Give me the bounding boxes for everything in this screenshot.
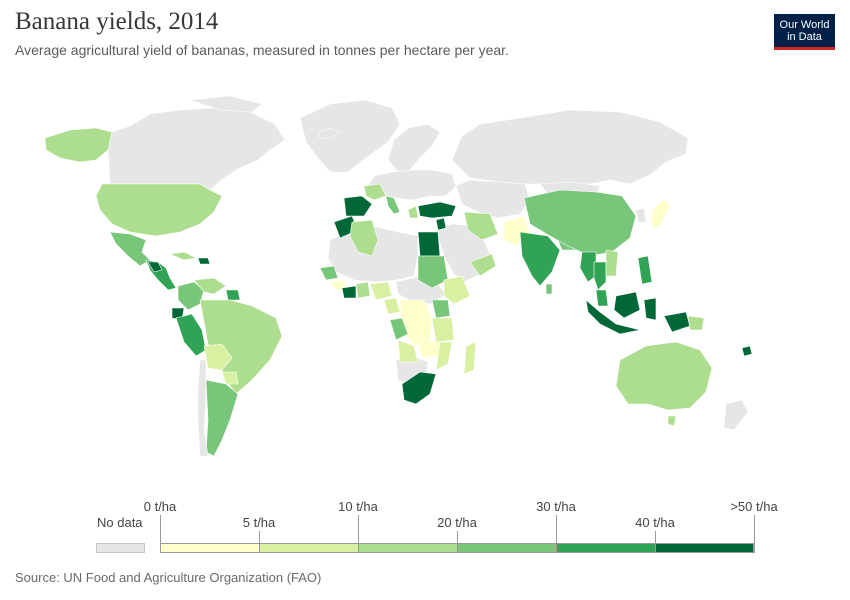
ghana-togo[interactable] (355, 281, 371, 299)
honduras-guatemala[interactable] (147, 261, 163, 273)
bolivia[interactable] (203, 343, 233, 371)
turkey-cyprus[interactable] (417, 201, 457, 219)
oman-yemen[interactable] (469, 253, 497, 277)
australia[interactable] (615, 341, 713, 411)
legend-bin-1[interactable] (160, 543, 259, 553)
legend-tick-label: 40 t/ha (635, 515, 675, 530)
italy[interactable] (385, 195, 401, 215)
legend-tick-line (655, 531, 656, 553)
legend-tick-label: 10 t/ha (338, 499, 378, 514)
legend-tick-label: >50 t/ha (730, 499, 778, 514)
chile[interactable] (197, 359, 209, 457)
cuba[interactable] (169, 251, 197, 261)
algeria[interactable] (349, 219, 379, 257)
legend-tick-line (556, 515, 557, 553)
thailand[interactable] (593, 261, 607, 291)
philippines[interactable] (637, 255, 653, 285)
scandinavia[interactable] (387, 123, 441, 173)
legend-tick-label: 30 t/ha (536, 499, 576, 514)
legend-tick-line (754, 515, 755, 553)
sumatra-java[interactable] (585, 299, 641, 335)
brazil[interactable] (199, 299, 283, 395)
venezuela[interactable] (193, 277, 227, 295)
india[interactable] (519, 231, 561, 287)
nigeria[interactable] (369, 281, 393, 301)
hispaniola[interactable] (197, 257, 211, 265)
sudan[interactable] (417, 255, 449, 289)
legend-bin-5[interactable] (556, 543, 655, 553)
paraguay[interactable] (221, 371, 239, 385)
canada[interactable] (107, 107, 286, 191)
myanmar[interactable] (579, 251, 597, 283)
legend-tick-label: 20 t/ha (437, 515, 477, 530)
china[interactable] (523, 189, 637, 257)
no-data-label: No data (97, 515, 143, 530)
greenland[interactable] (299, 99, 401, 173)
tasmania[interactable] (667, 415, 677, 427)
south-africa[interactable] (401, 371, 437, 405)
iran[interactable] (463, 211, 499, 241)
legend-tick-line (259, 531, 260, 553)
tanzania[interactable] (431, 317, 455, 343)
new-zealand[interactable] (723, 399, 749, 431)
chart-subtitle: Average agricultural yield of bananas, m… (15, 42, 509, 58)
france[interactable] (363, 183, 387, 201)
canadian-islands[interactable] (189, 95, 263, 113)
ethiopia[interactable] (443, 275, 471, 305)
kazakhstan-central-asia[interactable] (455, 179, 531, 219)
legend-bin-2[interactable] (259, 543, 358, 553)
malaysia[interactable] (595, 289, 609, 307)
spain-portugal[interactable] (343, 195, 373, 217)
uganda-kenya[interactable] (431, 299, 451, 319)
mozambique[interactable] (435, 341, 453, 371)
madagascar[interactable] (463, 341, 477, 375)
guyana-suriname[interactable] (225, 289, 241, 301)
logo-line-1: Our World (779, 19, 830, 31)
logo-line-2: in Data (787, 31, 822, 43)
pacific-islands[interactable] (741, 345, 753, 357)
world-map (44, 95, 753, 457)
zambia-malawi[interactable] (417, 339, 441, 359)
peru[interactable] (175, 313, 207, 357)
ivory-coast[interactable] (341, 285, 357, 299)
new-guinea[interactable] (663, 311, 691, 333)
vietnam-laos[interactable] (605, 249, 619, 277)
alaska[interactable] (44, 127, 113, 163)
egypt[interactable] (417, 231, 441, 257)
mexico[interactable] (109, 231, 151, 267)
legend-tick-label: 0 t/ha (143, 499, 177, 514)
legend-tick-label: 5 t/ha (242, 515, 276, 530)
png-east[interactable] (687, 315, 705, 331)
iceland[interactable] (317, 127, 341, 139)
greece[interactable] (407, 205, 419, 219)
chart-title: Banana yields, 2014 (15, 8, 219, 35)
levant[interactable] (435, 217, 447, 231)
legend-bin-3[interactable] (358, 543, 457, 553)
no-data-swatch (96, 543, 145, 553)
owid-logo[interactable]: Our World in Data (774, 14, 835, 50)
legend-tick-line (358, 515, 359, 553)
legend-tick-line (457, 531, 458, 553)
sri-lanka[interactable] (545, 283, 553, 295)
sulawesi[interactable] (643, 297, 657, 321)
angola[interactable] (397, 339, 419, 363)
gabon-congo[interactable] (389, 317, 409, 341)
congo-basin[interactable] (399, 299, 433, 347)
legend-tick-line (160, 515, 161, 553)
argentina[interactable] (205, 379, 239, 457)
legend-bin-4[interactable] (457, 543, 556, 553)
korea[interactable] (635, 207, 647, 223)
usa[interactable] (95, 183, 223, 237)
borneo[interactable] (613, 291, 641, 319)
west-africa-nw[interactable] (319, 265, 339, 281)
japan[interactable] (651, 197, 671, 229)
source-note: Source: UN Food and Agriculture Organiza… (15, 570, 322, 585)
russia[interactable] (451, 109, 689, 185)
legend-bin-6[interactable] (655, 543, 754, 553)
colombia[interactable] (177, 281, 205, 311)
color-legend: No data 0 t/ha 5 t/ha 10 t/ha 20 t/ha 30 t/h… (0, 495, 850, 565)
cameroon[interactable] (383, 297, 401, 315)
